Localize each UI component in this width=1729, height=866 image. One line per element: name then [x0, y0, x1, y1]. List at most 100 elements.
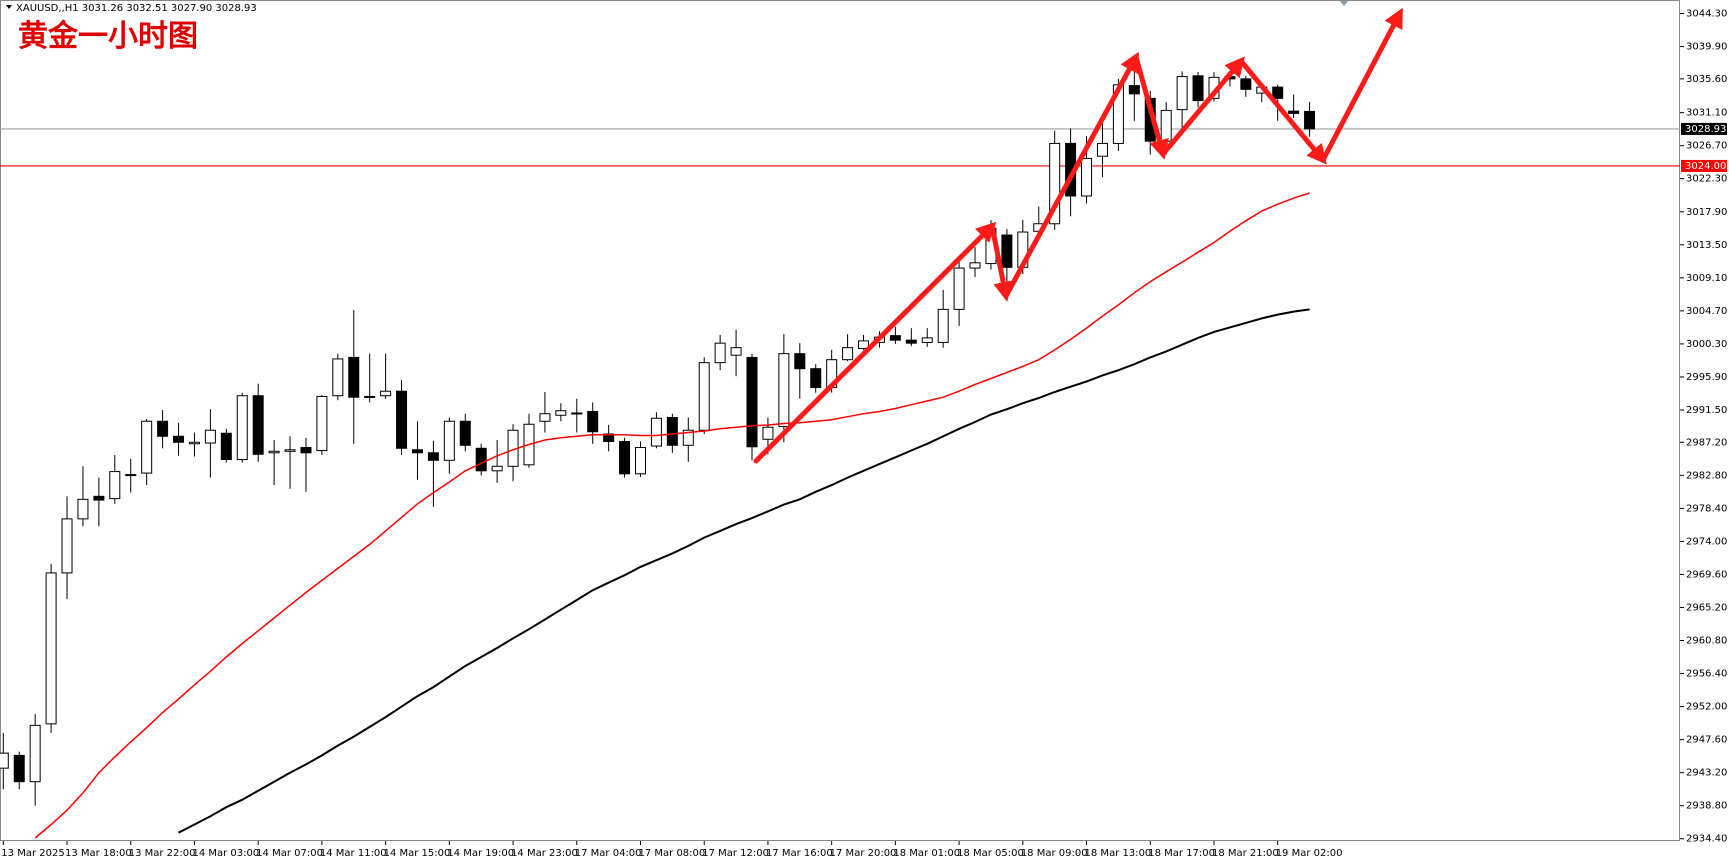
- candle-body: [1304, 110, 1316, 130]
- x-tick-label: 18 Mar 17:00: [1148, 848, 1215, 859]
- y-tick-label: 2987.20: [1686, 437, 1727, 448]
- candle-body: [1240, 78, 1252, 90]
- x-tick-label: 18 Mar 13:00: [1085, 848, 1152, 859]
- price-box: [1681, 159, 1727, 172]
- arrow: [1003, 51, 1139, 299]
- candle-body: [762, 426, 774, 440]
- x-tick-label: 17 Mar 16:00: [766, 848, 833, 859]
- y-tick-label: 3031.10: [1686, 108, 1727, 119]
- candle-body: [921, 337, 933, 343]
- candle-body: [794, 353, 806, 370]
- x-tick-label: 13 Mar 18:00: [65, 848, 132, 859]
- y-tick-label: 3013.50: [1686, 240, 1727, 251]
- chart-title: 黄金一小时图: [18, 19, 198, 54]
- candle-body: [714, 342, 726, 364]
- candle-body: [396, 390, 408, 449]
- candle-body: [953, 267, 965, 310]
- candle-body: [332, 358, 344, 397]
- candle-body: [778, 353, 790, 428]
- x-tick-label: 17 Mar 04:00: [575, 848, 642, 859]
- candle-body: [300, 447, 312, 454]
- candle-body: [125, 474, 137, 477]
- candle-body: [619, 441, 631, 475]
- candle-body: [475, 447, 487, 472]
- candle-body: [268, 450, 280, 454]
- x-tick-label: 19 Mar 02:00: [1276, 848, 1343, 859]
- candle-body: [236, 395, 248, 461]
- menu-triangle: [6, 5, 12, 9]
- moving-average: [178, 308, 1310, 834]
- price-label: 3028.93: [1685, 124, 1726, 135]
- y-tick-label: 3044.30: [1686, 9, 1727, 20]
- candle-body: [13, 754, 25, 783]
- candle-body: [173, 435, 185, 443]
- candle-body: [1001, 234, 1013, 268]
- candle-body: [364, 395, 376, 398]
- x-tick-label: 17 Mar 20:00: [830, 848, 897, 859]
- candle-body: [284, 449, 296, 452]
- arrow: [1133, 54, 1169, 160]
- x-tick-label: 13 Mar 22:00: [129, 848, 196, 859]
- candle-body: [666, 416, 678, 446]
- candle-body: [316, 395, 328, 452]
- x-tick-label: 18 Mar 05:00: [957, 848, 1024, 859]
- y-tick-label: 3022.30: [1686, 174, 1727, 185]
- x-tick-label: 14 Mar 07:00: [256, 848, 323, 859]
- y-tick-label: 2978.40: [1686, 503, 1727, 514]
- candle-body: [459, 420, 471, 446]
- x-tick-label: 14 Mar 15:00: [384, 848, 451, 859]
- candle-body: [252, 395, 264, 455]
- candle-body: [539, 413, 551, 422]
- x-tick-label: 13 Mar 2025: [1, 848, 64, 859]
- arrow: [1160, 56, 1245, 157]
- candle-body: [1272, 86, 1284, 99]
- candle-body: [858, 340, 870, 349]
- x-tick-label: 14 Mar 23:00: [511, 848, 578, 859]
- shift-marker: [1340, 1, 1348, 6]
- x-tick-label: 17 Mar 12:00: [702, 848, 769, 859]
- candle-body: [1288, 110, 1300, 114]
- y-tick-label: 2965.20: [1686, 602, 1727, 613]
- candle-body: [141, 420, 153, 474]
- candle-body: [730, 347, 742, 356]
- candle-body: [1192, 75, 1204, 102]
- y-tick-label: 2960.80: [1686, 636, 1727, 647]
- candle-body: [220, 432, 232, 461]
- candle-body: [1049, 142, 1061, 225]
- x-tick-label: 14 Mar 11:00: [320, 848, 387, 859]
- candle-body: [587, 410, 599, 433]
- price-label: 3024.00: [1685, 161, 1726, 172]
- candle-body: [157, 420, 169, 437]
- y-tick-label: 3026.70: [1686, 141, 1727, 152]
- candle-body: [348, 356, 360, 398]
- y-tick-label: 2956.40: [1686, 669, 1727, 680]
- candle-body: [0, 752, 9, 769]
- plot-frame: [0, 0, 1680, 841]
- candle-body: [1176, 76, 1188, 111]
- candle-body: [93, 495, 105, 501]
- candle-body: [650, 417, 662, 447]
- y-tick-label: 2952.00: [1686, 702, 1727, 713]
- candle-body: [555, 410, 567, 416]
- x-tick-label: 14 Mar 19:00: [447, 848, 514, 859]
- y-tick-label: 2938.80: [1686, 801, 1727, 812]
- candle-body: [937, 308, 949, 343]
- candle-body: [842, 347, 854, 361]
- y-tick-label: 3000.30: [1686, 339, 1727, 350]
- trend-arrows: [753, 7, 1403, 464]
- candle-body: [427, 452, 439, 461]
- candle-body: [969, 262, 981, 269]
- y-tick-label: 2982.80: [1686, 470, 1727, 481]
- y-tick-label: 2934.40: [1686, 834, 1727, 845]
- candle-body: [571, 412, 583, 415]
- x-tick-label: 18 Mar 21:00: [1212, 848, 1279, 859]
- arrow: [1238, 58, 1327, 165]
- y-tick-label: 2969.60: [1686, 569, 1727, 580]
- candle-body: [45, 572, 57, 725]
- candle-body: [188, 441, 200, 445]
- x-tick-label: 17 Mar 08:00: [639, 848, 706, 859]
- candle-body: [491, 465, 503, 472]
- candle-body: [603, 433, 615, 443]
- candle-body: [411, 449, 423, 454]
- arrow: [753, 221, 997, 464]
